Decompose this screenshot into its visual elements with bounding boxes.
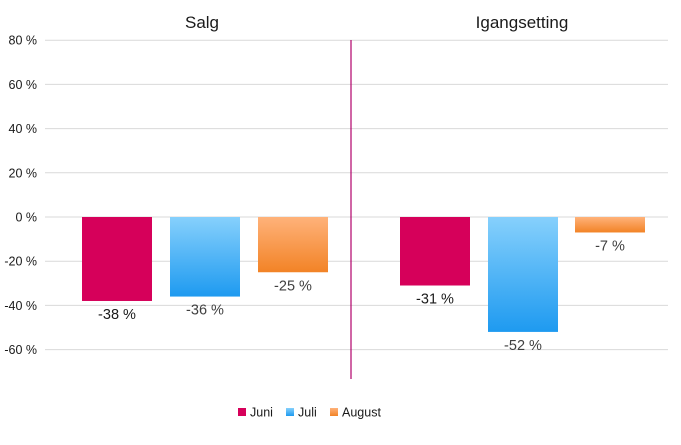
y-tick-label: -20 %	[4, 255, 37, 269]
data-label: -52 %	[504, 338, 542, 354]
data-labels: -38 % -36 % -25 % -31 % -52 % -7 %	[98, 238, 625, 353]
data-label: -36 %	[186, 303, 224, 319]
gridlines	[45, 39, 668, 351]
y-tick-label: 80 %	[9, 34, 38, 48]
legend-swatch-juni	[238, 408, 246, 416]
legend-label-juli: Juli	[298, 406, 317, 420]
bar-juni-igangsetting	[400, 217, 470, 286]
y-tick-label: 0 %	[15, 211, 37, 225]
legend-label-juni: Juni	[250, 406, 273, 420]
y-tick-label: -60 %	[4, 343, 37, 357]
panel-title-salg: Salg	[185, 13, 219, 32]
bar-august-igangsetting	[575, 217, 645, 233]
data-label: -31 %	[416, 292, 454, 308]
bar-juli-salg	[170, 217, 240, 297]
bar-juni-salg	[82, 217, 152, 301]
y-tick-label: 60 %	[9, 78, 38, 92]
data-label: -7 %	[595, 238, 625, 254]
y-axis: 80 % 60 % 40 % 20 % 0 % -20 % -40 % -60 %	[4, 34, 37, 357]
bar-august-salg	[258, 217, 328, 273]
legend-label-august: August	[342, 406, 381, 420]
data-label: -25 %	[274, 278, 312, 294]
data-label: -38 %	[98, 307, 136, 323]
bars	[82, 217, 645, 332]
bar-juli-igangsetting	[488, 217, 558, 332]
legend-swatch-juli	[286, 408, 294, 416]
y-tick-label: 40 %	[9, 122, 38, 136]
legend: Juni Juli August	[238, 406, 381, 420]
y-tick-label: -40 %	[4, 299, 37, 313]
panel-title-igangsetting: Igangsetting	[476, 13, 569, 32]
y-tick-label: 20 %	[9, 166, 38, 180]
legend-swatch-august	[330, 408, 338, 416]
